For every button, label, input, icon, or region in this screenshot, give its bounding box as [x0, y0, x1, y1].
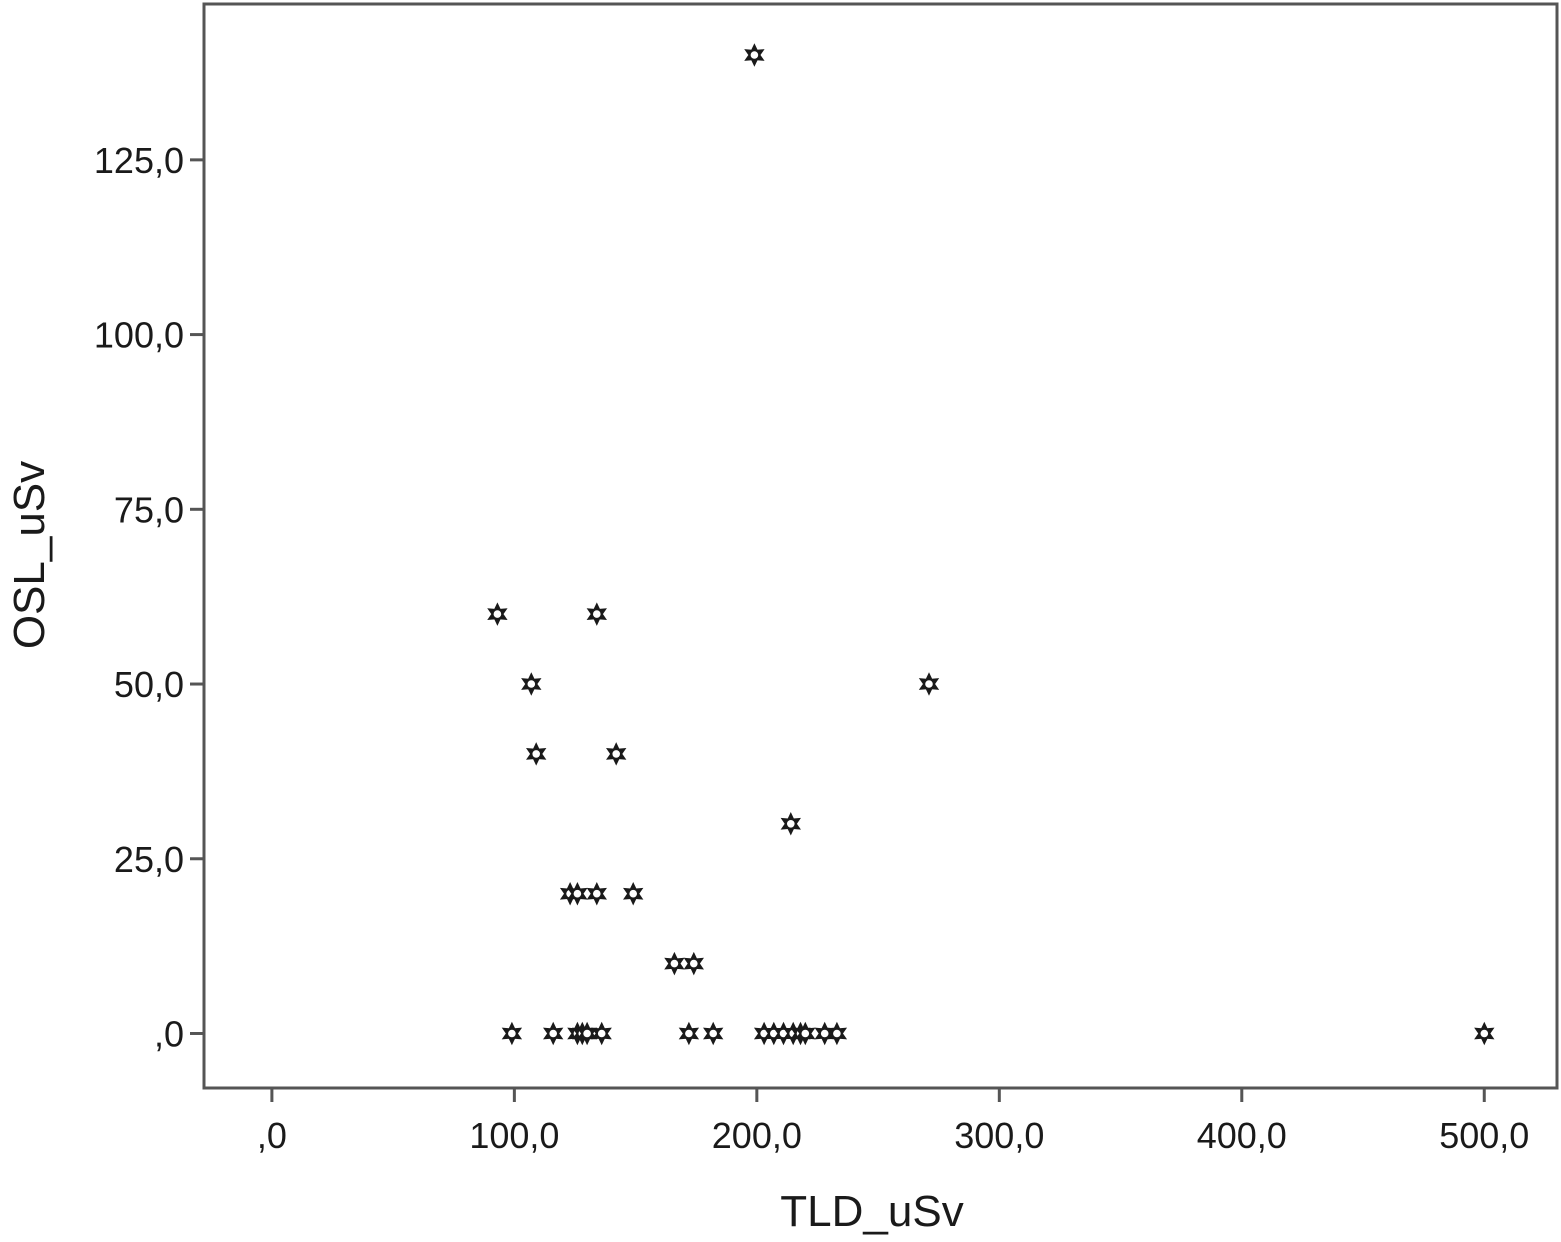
- point-center: [670, 959, 679, 968]
- data-point: [1474, 1021, 1495, 1046]
- point-center: [532, 750, 540, 758]
- point-center: [925, 680, 933, 688]
- data-point: [703, 1021, 724, 1046]
- point-center: [833, 1029, 841, 1038]
- point-center: [779, 1029, 788, 1038]
- data-point: [521, 672, 542, 696]
- data-point: [780, 812, 801, 836]
- x-tick-label: 200,0: [712, 1115, 802, 1156]
- point-center: [612, 750, 620, 758]
- point-center: [690, 959, 698, 968]
- data-points: [487, 43, 1495, 1046]
- x-tick-label: 500,0: [1439, 1115, 1529, 1156]
- data-point: [678, 1021, 700, 1046]
- y-tick-label: ,0: [154, 1013, 184, 1054]
- data-point: [795, 1021, 816, 1046]
- data-point: [591, 1021, 612, 1046]
- data-point: [623, 881, 644, 906]
- point-center: [573, 889, 582, 898]
- x-tick-label: 300,0: [954, 1115, 1044, 1156]
- data-point: [501, 1021, 523, 1046]
- y-tick-label: 50,0: [114, 664, 184, 705]
- data-point: [487, 602, 508, 626]
- point-center: [770, 1029, 778, 1038]
- y-tick-label: 100,0: [94, 315, 184, 356]
- point-center: [820, 1029, 829, 1038]
- y-tick-label: 25,0: [114, 839, 184, 880]
- data-point: [586, 602, 607, 626]
- point-center: [583, 1029, 591, 1038]
- data-point: [606, 742, 627, 766]
- x-axis-title: TLD_uSv: [780, 1187, 963, 1236]
- point-center: [685, 1029, 693, 1038]
- x-tick-label: ,0: [257, 1115, 287, 1156]
- data-point: [567, 881, 588, 906]
- x-axis-ticks: ,0 100,0 200,0 300,0 400,0 500,0: [257, 1088, 1529, 1156]
- point-center: [1480, 1029, 1489, 1038]
- y-tick-label: 125,0: [94, 140, 184, 181]
- x-tick-label: 100,0: [469, 1115, 559, 1156]
- y-tick-label: 75,0: [114, 489, 184, 530]
- point-center: [801, 1029, 810, 1038]
- point-center: [508, 1029, 516, 1038]
- point-center: [527, 680, 536, 688]
- plot-frame: [202, 2, 1559, 1090]
- data-point: [683, 951, 704, 976]
- point-center: [597, 1029, 606, 1038]
- point-center: [593, 889, 601, 898]
- point-center: [787, 820, 795, 828]
- point-center: [629, 889, 637, 898]
- data-point: [918, 672, 940, 696]
- data-point: [543, 1021, 564, 1046]
- data-point: [586, 881, 607, 906]
- data-point: [744, 43, 765, 67]
- point-center: [760, 1029, 768, 1038]
- x-tick-label: 400,0: [1197, 1115, 1287, 1156]
- point-center: [709, 1029, 717, 1038]
- point-center: [493, 610, 502, 618]
- point-center: [593, 610, 601, 618]
- point-center: [549, 1029, 557, 1038]
- point-center: [750, 51, 759, 59]
- data-point: [526, 742, 547, 766]
- y-axis-title: OSL_uSv: [5, 461, 54, 649]
- y-axis-ticks: ,0 25,0 50,0 75,0 100,0 125,0: [94, 140, 204, 1054]
- data-point: [664, 951, 685, 976]
- data-point: [826, 1021, 848, 1046]
